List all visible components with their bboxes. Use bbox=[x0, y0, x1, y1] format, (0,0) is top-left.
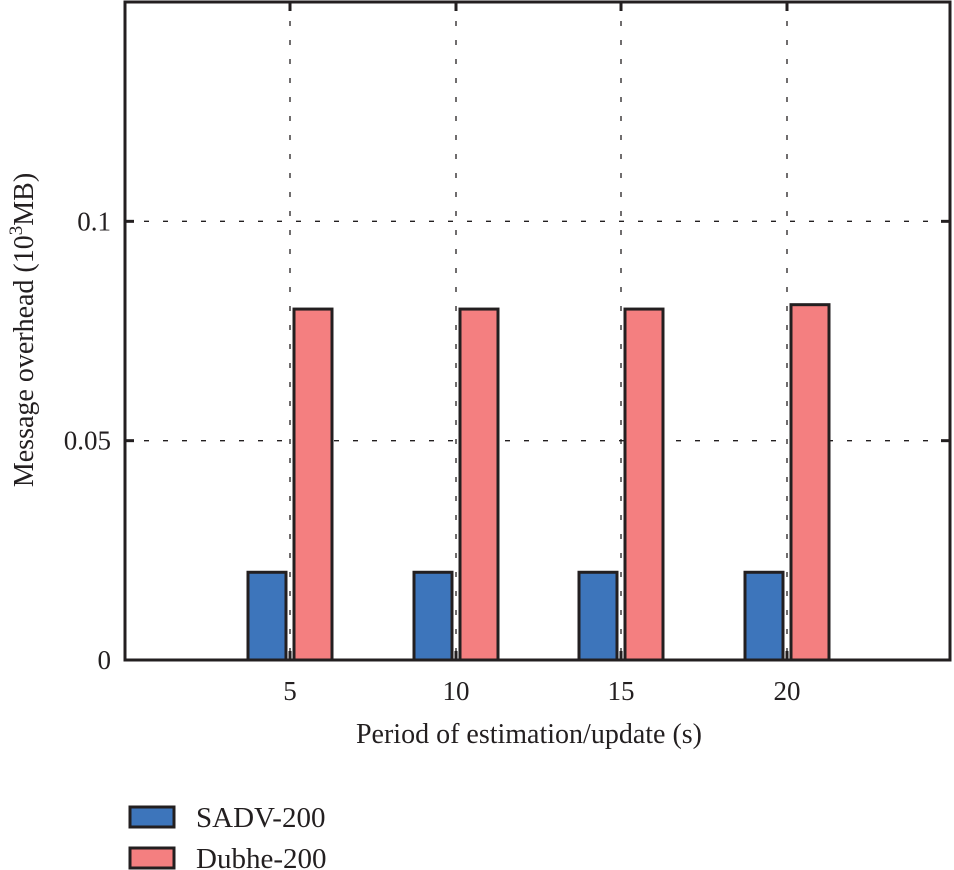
x-tick-label: 5 bbox=[283, 676, 297, 706]
legend: SADV-200 Dubhe-200 bbox=[128, 802, 326, 870]
bar-sadv-200-5 bbox=[246, 570, 288, 662]
y-tick-labels: 0 0.05 0.1 bbox=[64, 206, 111, 675]
bar-sadv-200-20 bbox=[743, 570, 785, 662]
legend-label: Dubhe-200 bbox=[196, 843, 326, 870]
y-axis-label-prefix: Message overhead (10 bbox=[9, 235, 40, 487]
y-tick-label: 0.05 bbox=[64, 426, 111, 456]
x-tick-label: 15 bbox=[608, 676, 635, 706]
legend-swatch bbox=[128, 805, 176, 829]
bar-sadv-200-15 bbox=[577, 570, 619, 662]
y-tick-label: 0 bbox=[98, 645, 112, 675]
legend-swatch bbox=[128, 846, 176, 870]
bar-dubhe-200-15 bbox=[623, 307, 665, 662]
bar-dubhe-200-20 bbox=[789, 303, 831, 662]
y-tick-label: 0.1 bbox=[77, 206, 111, 236]
legend-label: SADV-200 bbox=[196, 802, 325, 834]
y-axis-label-superscript: 3 bbox=[6, 226, 27, 236]
bar-dubhe-200-5 bbox=[292, 307, 334, 662]
y-axis-label-suffix: MB) bbox=[9, 173, 40, 226]
x-axis-label: Period of estimation/update (s) bbox=[356, 719, 702, 750]
x-tick-labels: 5 10 15 20 bbox=[283, 676, 800, 706]
plot-frame bbox=[123, 0, 952, 662]
bars bbox=[246, 303, 831, 662]
bar-sadv-200-10 bbox=[412, 570, 454, 662]
tick-marks bbox=[125, 2, 950, 662]
bar-dubhe-200-10 bbox=[458, 307, 500, 662]
x-tick-label: 10 bbox=[443, 676, 470, 706]
x-tick-label: 20 bbox=[774, 676, 801, 706]
y-axis-label: Message overhead (103MB) bbox=[6, 173, 40, 487]
